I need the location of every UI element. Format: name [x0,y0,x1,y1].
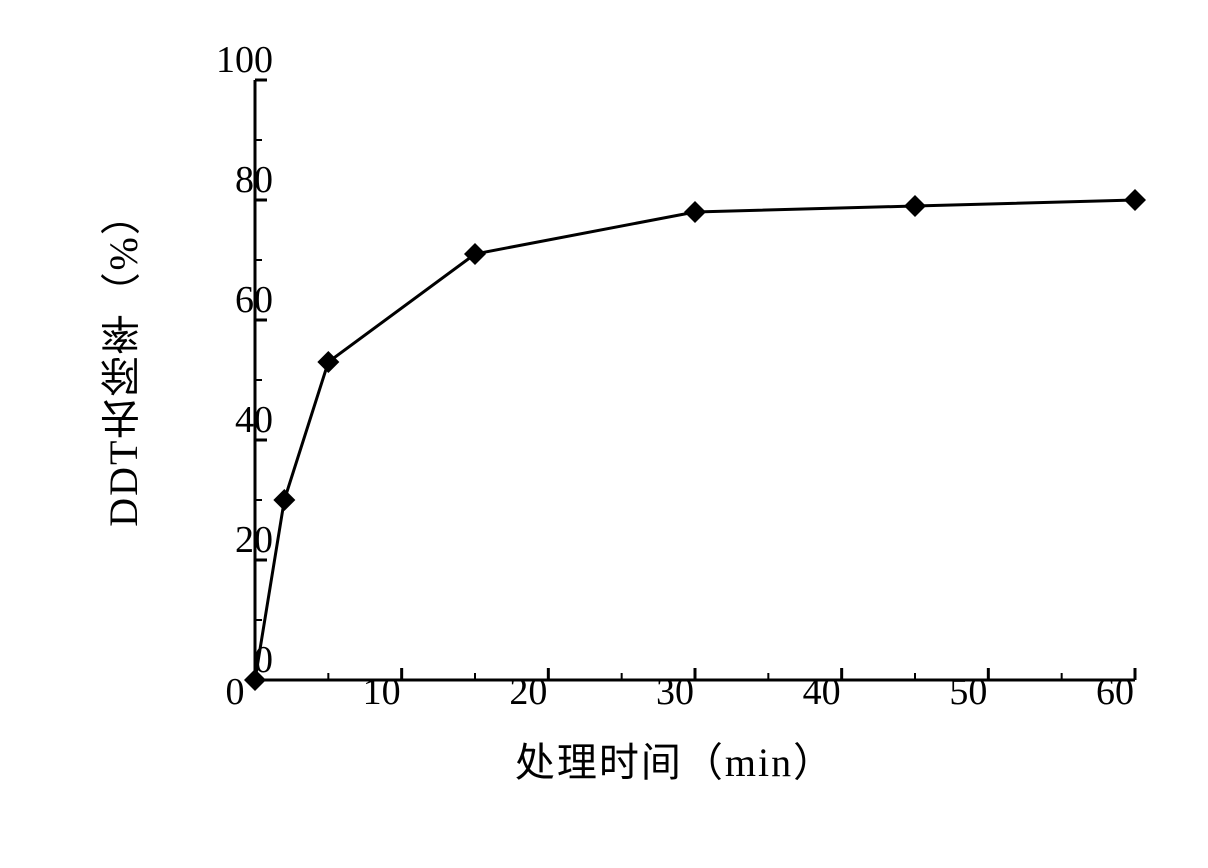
data-marker [684,201,706,223]
y-tick-label: 100 [216,38,273,82]
x-tick-label: 10 [363,670,401,714]
x-axis-label: 处理时间（min） [515,730,835,788]
x-tick-label: 20 [509,670,547,714]
data-marker [904,195,926,217]
plot-area [235,60,1115,660]
data-marker [317,351,339,373]
data-marker [464,243,486,265]
chart-svg [235,60,1155,700]
y-tick-label: 20 [235,518,273,562]
y-tick-label: 60 [235,278,273,322]
y-tick-label: 0 [254,638,273,682]
y-tick-label: 80 [235,158,273,202]
x-tick-label: 0 [226,670,245,714]
x-tick-label: 50 [949,670,987,714]
chart-container: 0 20 40 60 80 100 0 10 20 30 40 50 60 DDT去除率（%） 处理时间… [60,40,1168,840]
y-axis-label: DDT去除率（%） [95,193,153,527]
data-marker [273,489,295,511]
y-tick-label: 40 [235,398,273,442]
x-tick-label: 60 [1096,670,1134,714]
x-tick-label: 40 [803,670,841,714]
x-tick-label: 30 [656,670,694,714]
data-marker [1124,189,1146,211]
